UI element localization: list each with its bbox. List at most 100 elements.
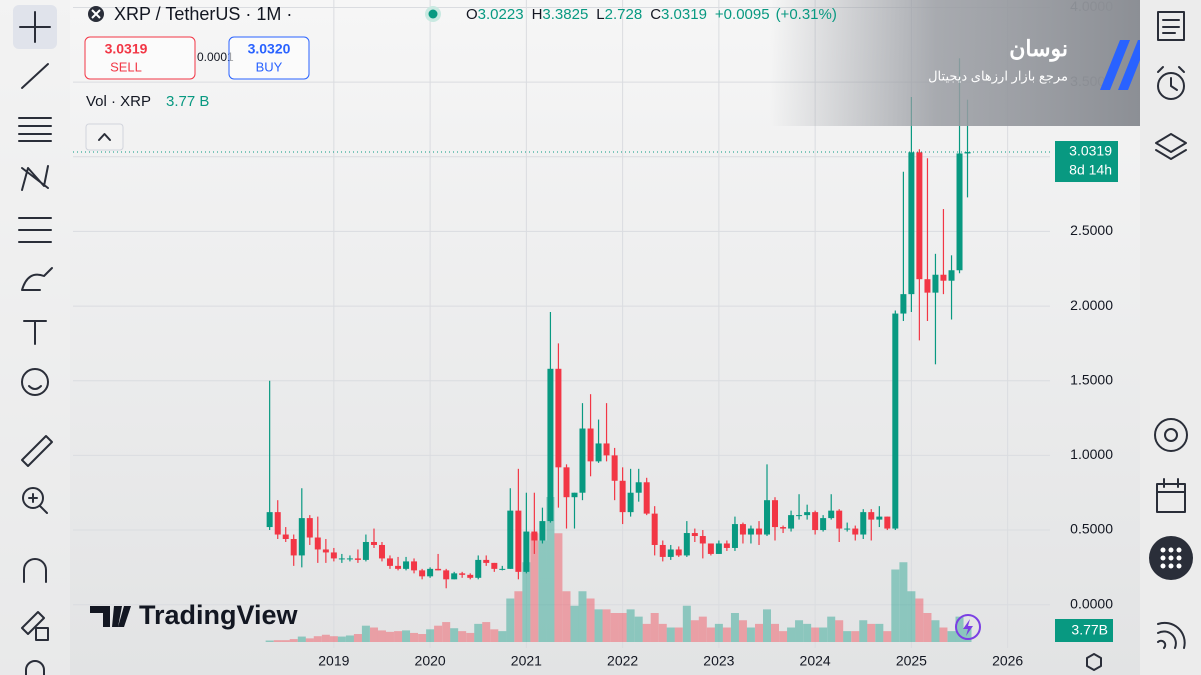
volume-bar: [442, 622, 451, 642]
volume-bar: [578, 591, 587, 642]
candle-body: [290, 539, 297, 556]
candle-body: [764, 500, 771, 535]
grid: [73, 0, 1050, 648]
volume-bar: [787, 627, 796, 642]
volume-bar: [337, 636, 346, 642]
volume-bar: [891, 569, 900, 642]
spread: 0.0001: [197, 50, 234, 64]
collapse-button[interactable]: [85, 123, 124, 151]
tool-trash[interactable]: [25, 660, 45, 675]
left-toolbar: [0, 0, 70, 675]
candle-body: [715, 543, 722, 554]
volume-bar: [907, 591, 916, 642]
volume-bar: [466, 632, 475, 642]
tool-text[interactable]: [23, 320, 47, 345]
candle-body: [964, 152, 971, 154]
tool-watchlist[interactable]: [1157, 11, 1185, 41]
candle-body: [627, 492, 634, 513]
buy-button[interactable]: [228, 36, 310, 80]
tool-alert[interactable]: [1157, 72, 1185, 100]
tool-lock[interactable]: [21, 611, 49, 641]
volume-bar: [803, 623, 812, 642]
tool-fib[interactable]: [18, 117, 52, 142]
tool-settings[interactable]: [1086, 653, 1102, 671]
x-tick-label: 2019: [318, 653, 349, 669]
sell-button[interactable]: [84, 36, 196, 80]
candle-body: [908, 152, 915, 295]
candle-body: [531, 531, 538, 541]
volume-bar: [698, 616, 707, 642]
candle-body: [635, 482, 642, 493]
volume-bar: [385, 631, 394, 642]
x-tick-label: 2023: [703, 653, 734, 669]
candle-body: [419, 570, 426, 577]
candle-body: [820, 518, 827, 531]
volume-bar: [410, 632, 419, 642]
tool-emoji-smile: [28, 385, 42, 390]
volume-bar: [594, 609, 603, 642]
volume-bar: [353, 634, 362, 642]
last-price-label: 3.0319: [1069, 143, 1112, 159]
volume-bar: [434, 625, 443, 642]
volume-bar: [730, 613, 739, 642]
candle-body: [731, 524, 738, 548]
tool-calendar[interactable]: [1156, 478, 1186, 513]
brand-logo: [90, 606, 131, 627]
tool-brush[interactable]: [21, 267, 53, 291]
candle-body: [595, 443, 602, 462]
volume-bar: [474, 623, 483, 642]
y-tick-label: 0.0000: [1070, 595, 1113, 611]
volume-bar: [955, 616, 964, 642]
volume-bar: [634, 616, 643, 642]
lightning-button[interactable]: [955, 614, 981, 640]
volume-bar: [867, 623, 876, 642]
volume-bar: [394, 631, 403, 642]
tool-stream[interactable]: [1157, 621, 1186, 649]
tool-magnet[interactable]: [23, 558, 47, 583]
volume-bar: [706, 627, 715, 642]
candles: [73, 58, 1050, 589]
ohlc-value: 3.3825: [542, 6, 588, 23]
y-tick-label: 1.0000: [1070, 446, 1113, 462]
candle-body: [467, 574, 474, 578]
tool-pattern[interactable]: [21, 165, 49, 191]
volume-bar: [329, 636, 338, 642]
candle-body: [563, 467, 570, 498]
candle-body: [659, 544, 666, 557]
axes: 0.00000.50001.00001.50002.00002.50003.00…: [318, 0, 1118, 669]
tool-target[interactable]: [1154, 418, 1188, 452]
candle-body: [932, 274, 939, 293]
tool-forecast[interactable]: [18, 217, 52, 243]
x-tick-label: 2022: [607, 653, 638, 669]
volume-bar: [546, 497, 555, 642]
candle-body: [395, 565, 402, 569]
candle-body: [306, 518, 313, 538]
volume-bar: [746, 627, 755, 642]
volume-bar: [738, 620, 747, 642]
volume-bar: [666, 627, 675, 642]
candle-body: [868, 512, 875, 520]
tool-trendline[interactable]: [21, 63, 49, 89]
volume-bar: [554, 533, 563, 642]
y-tick-label: 2.5000: [1070, 222, 1113, 238]
tool-layers[interactable]: [1155, 133, 1187, 160]
tool-zoom[interactable]: [22, 487, 44, 509]
tool-ruler[interactable]: [21, 435, 53, 467]
volume-bar: [650, 613, 659, 642]
tool-crosshair[interactable]: [19, 11, 51, 43]
candle-body: [804, 512, 811, 516]
candle-body: [362, 541, 369, 560]
sell-price: 3.0319: [105, 41, 148, 57]
volume-bar: [450, 628, 459, 642]
candle-body: [411, 561, 418, 571]
volume-bar: [779, 631, 788, 642]
volume-bar: [522, 562, 531, 642]
volume-bar: [345, 635, 354, 642]
tool-alert-hands: [1157, 66, 1185, 91]
status-dot: [428, 9, 438, 19]
candle-body: [707, 543, 714, 554]
symbol-title[interactable]: XRP / TetherUS · 1M ·: [114, 4, 292, 24]
volume-bar: [851, 631, 860, 642]
volume-bar: [313, 636, 322, 642]
tool-emoji[interactable]: [21, 368, 49, 396]
